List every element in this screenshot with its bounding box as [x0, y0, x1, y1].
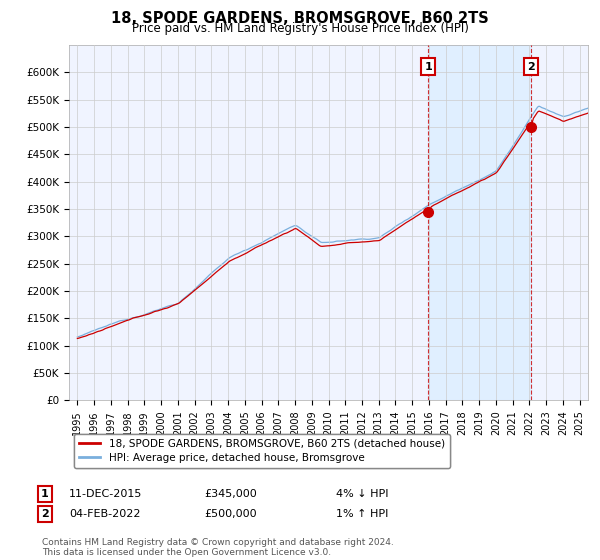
Text: 04-FEB-2022: 04-FEB-2022: [69, 509, 140, 519]
Legend: 18, SPODE GARDENS, BROMSGROVE, B60 2TS (detached house), HPI: Average price, det: 18, SPODE GARDENS, BROMSGROVE, B60 2TS (…: [74, 433, 450, 468]
Text: Price paid vs. HM Land Registry's House Price Index (HPI): Price paid vs. HM Land Registry's House …: [131, 22, 469, 35]
Text: £345,000: £345,000: [204, 489, 257, 499]
Text: 4% ↓ HPI: 4% ↓ HPI: [336, 489, 389, 499]
Text: 1: 1: [41, 489, 49, 499]
Text: Contains HM Land Registry data © Crown copyright and database right 2024.
This d: Contains HM Land Registry data © Crown c…: [42, 538, 394, 557]
Text: £500,000: £500,000: [204, 509, 257, 519]
Text: 2: 2: [41, 509, 49, 519]
Text: 11-DEC-2015: 11-DEC-2015: [69, 489, 142, 499]
Text: 2: 2: [527, 62, 535, 72]
Text: 18, SPODE GARDENS, BROMSGROVE, B60 2TS: 18, SPODE GARDENS, BROMSGROVE, B60 2TS: [111, 11, 489, 26]
Text: 1: 1: [424, 62, 432, 72]
Bar: [428, 45, 531, 400]
Text: 1% ↑ HPI: 1% ↑ HPI: [336, 509, 388, 519]
